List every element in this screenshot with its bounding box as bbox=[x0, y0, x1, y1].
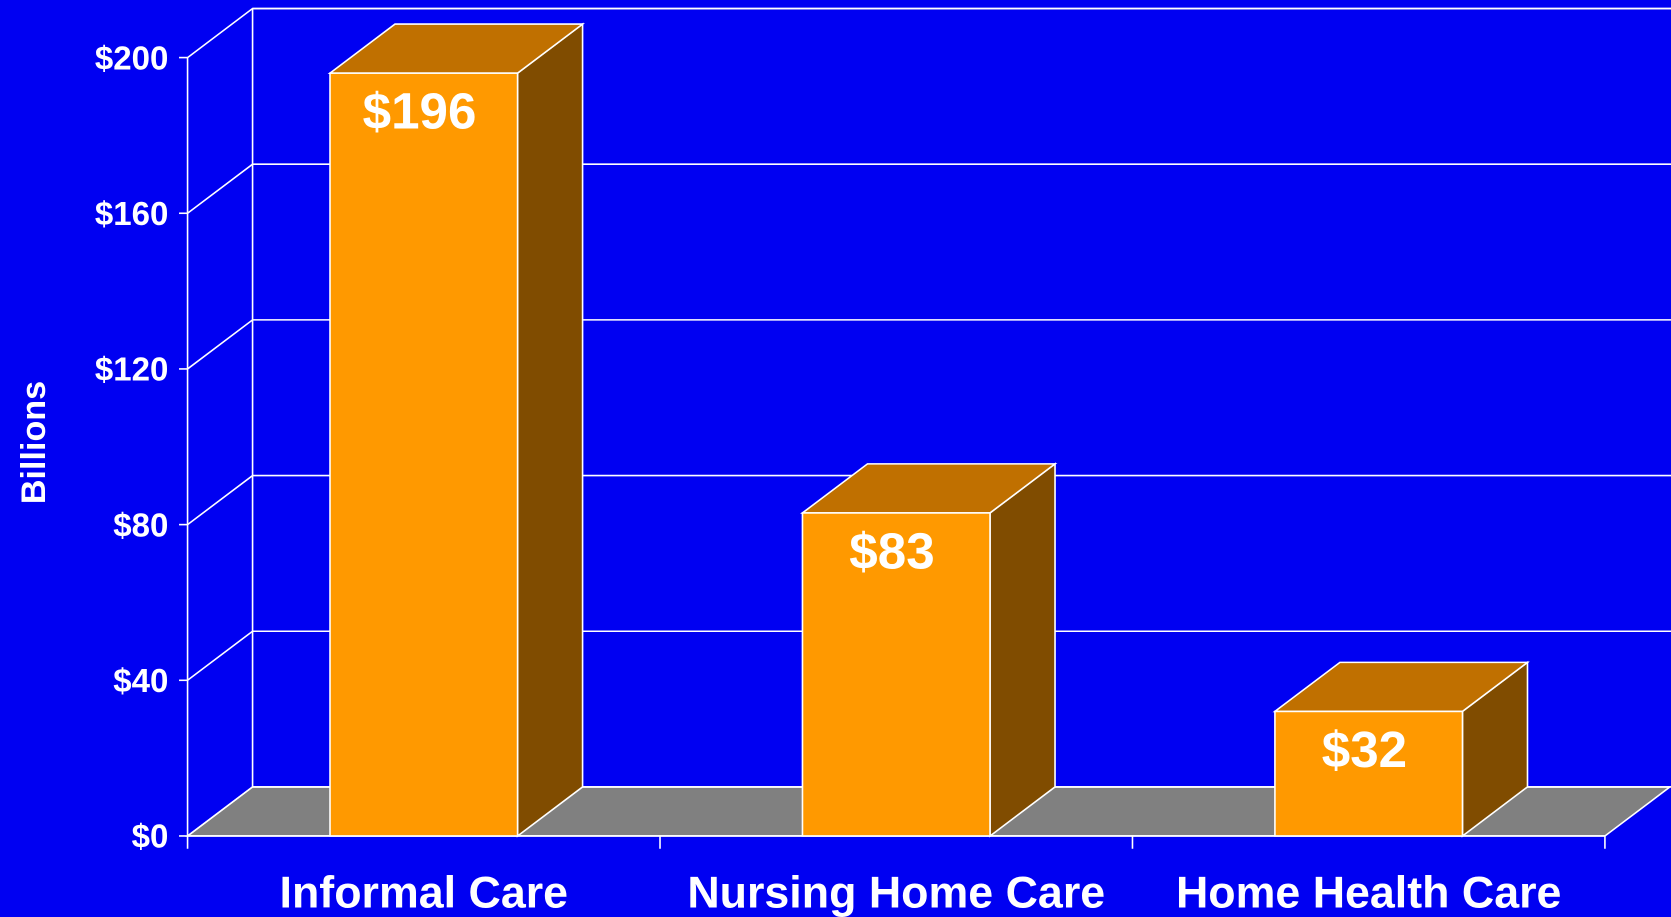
bar-side bbox=[516, 22, 584, 838]
grid-line bbox=[187, 630, 1671, 681]
y-tick-label: $120 bbox=[95, 352, 168, 389]
y-tick-label: $160 bbox=[95, 196, 168, 233]
bar bbox=[1274, 710, 1464, 837]
grid-line bbox=[187, 319, 1671, 370]
x-tick-label: Nursing Home Care bbox=[687, 867, 1105, 917]
bar-side bbox=[989, 462, 1056, 838]
value-label: $196 bbox=[363, 83, 477, 140]
value-label: $83 bbox=[849, 522, 934, 579]
bar bbox=[329, 72, 519, 837]
x-tick-label: Informal Care bbox=[280, 867, 568, 917]
bar bbox=[801, 512, 991, 837]
y-tick-label: $0 bbox=[132, 819, 169, 856]
grid-line bbox=[187, 7, 1671, 59]
y-tick-label: $40 bbox=[113, 663, 168, 700]
y-tick-label: $200 bbox=[95, 40, 168, 77]
grid-line bbox=[187, 786, 1671, 837]
y-axis-label: Billions bbox=[15, 381, 53, 504]
grid-line bbox=[187, 474, 1671, 526]
grid-line bbox=[187, 163, 1671, 214]
x-tick-label: Home Health Care bbox=[1176, 867, 1562, 917]
y-tick-label: $80 bbox=[113, 507, 168, 544]
value-label: $32 bbox=[1322, 721, 1407, 778]
